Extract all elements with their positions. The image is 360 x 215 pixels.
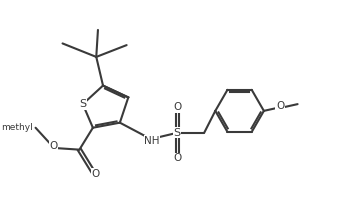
- Text: NH: NH: [144, 135, 159, 146]
- Text: O: O: [173, 153, 181, 163]
- Text: S: S: [174, 128, 181, 138]
- Text: methyl: methyl: [1, 123, 33, 132]
- Text: O: O: [49, 141, 58, 151]
- Text: S: S: [79, 99, 86, 109]
- Text: O: O: [91, 169, 100, 179]
- Text: O: O: [276, 101, 284, 111]
- Text: O: O: [173, 103, 181, 112]
